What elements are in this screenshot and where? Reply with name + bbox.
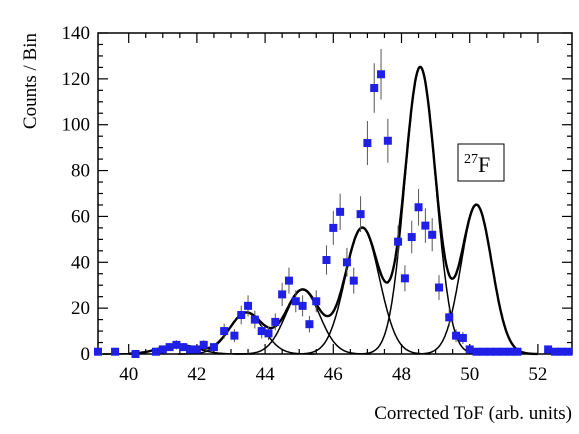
x-tick-label: 50	[460, 364, 479, 385]
data-point	[291, 297, 300, 306]
fit-total	[128, 65, 539, 356]
x-axis-label: Corrected ToF (arb. units)	[374, 403, 572, 424]
mass-number: 27	[464, 152, 478, 167]
isotope-annotation: 27F	[457, 143, 505, 182]
y-tick-label: 40	[71, 252, 90, 273]
data-point	[284, 276, 293, 285]
data-point	[257, 327, 266, 336]
data-point	[377, 70, 386, 79]
data-point	[220, 327, 229, 336]
data-point	[111, 347, 120, 356]
data-point	[336, 207, 345, 216]
data-point	[199, 340, 208, 349]
data-point	[394, 237, 403, 246]
data-point	[131, 350, 140, 358]
x-tick-label: 48	[392, 364, 411, 385]
data-point	[271, 317, 280, 326]
annotation-box	[457, 143, 505, 182]
x-tick-label: 44	[256, 364, 276, 385]
data-point	[244, 301, 253, 310]
data-point	[499, 347, 508, 356]
data-point	[94, 347, 102, 356]
data-point	[342, 258, 351, 267]
data-point	[452, 331, 461, 340]
data-point	[472, 347, 481, 356]
y-axis-label: Counts / Bin	[20, 33, 41, 130]
data-point	[486, 347, 495, 356]
data-point	[465, 345, 474, 354]
y-tick-label: 60	[71, 206, 90, 227]
fit-component-6	[415, 204, 538, 355]
data-point	[506, 347, 515, 356]
data-point	[435, 283, 444, 292]
y-tick-label: 0	[81, 344, 91, 365]
data-point	[356, 210, 365, 219]
data-point	[421, 221, 430, 230]
data-point	[312, 297, 321, 306]
data-point	[557, 347, 566, 356]
data-point	[370, 84, 379, 93]
data-point	[165, 343, 174, 352]
data-point	[298, 301, 307, 310]
fit-component-4	[294, 227, 431, 355]
data-point	[363, 139, 372, 148]
y-tick-label: 120	[62, 69, 91, 90]
data-point	[349, 276, 358, 285]
data-point	[158, 345, 167, 354]
x-tick-label: 46	[324, 364, 343, 385]
data-point	[230, 331, 239, 340]
data-point	[428, 230, 437, 239]
data-point	[458, 333, 467, 342]
data-point	[322, 255, 331, 264]
data-point	[400, 274, 409, 283]
data-point	[192, 345, 201, 354]
data-point	[264, 329, 273, 338]
data-point	[544, 345, 553, 354]
data-point	[513, 347, 522, 356]
y-tick-label: 100	[62, 115, 91, 136]
data-point	[305, 320, 314, 329]
data-point	[179, 343, 188, 352]
data-point	[479, 347, 488, 356]
fit-curves	[103, 65, 539, 356]
data-point	[151, 347, 160, 356]
data-point	[383, 136, 392, 145]
x-axis: 40 42 44 46 48 50 52	[119, 33, 547, 385]
element-symbol: F	[478, 152, 490, 177]
data-point	[445, 313, 454, 322]
annotation-label: 27F	[464, 152, 490, 177]
data-point	[550, 347, 559, 356]
y-tick-label: 140	[62, 23, 91, 44]
data-point	[172, 340, 181, 349]
data-point	[414, 203, 423, 212]
y-tick-label: 20	[71, 298, 90, 319]
x-tick-label: 40	[119, 364, 138, 385]
data-point	[564, 347, 573, 356]
data-point	[186, 345, 195, 354]
data-point	[250, 315, 259, 324]
data-point	[492, 347, 501, 356]
y-axis: 0 20 40 60 80 100 120 140	[62, 23, 572, 365]
x-tick-label: 52	[528, 364, 547, 385]
x-tick-label: 42	[187, 364, 206, 385]
data-point	[237, 311, 246, 320]
data-point	[278, 290, 287, 299]
data-point	[407, 233, 416, 242]
y-tick-label: 80	[71, 161, 90, 182]
data-point	[209, 343, 218, 352]
data-point	[329, 223, 338, 232]
data-points	[94, 49, 573, 358]
